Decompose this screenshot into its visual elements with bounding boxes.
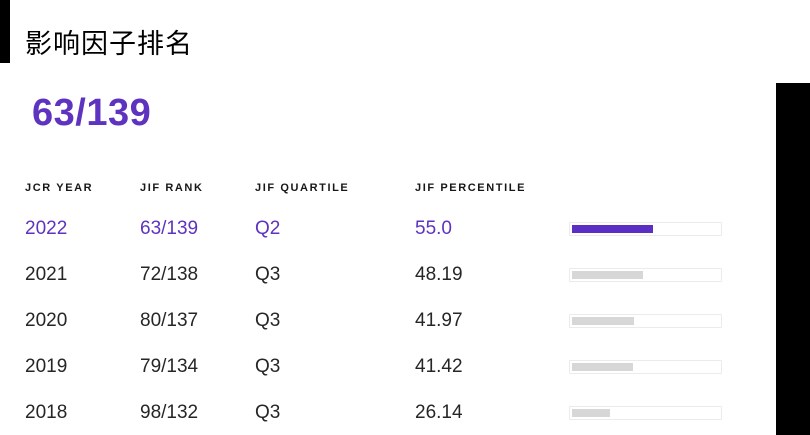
cell-jif-quartile: Q3 — [255, 264, 281, 285]
cell-jif-quartile: Q3 — [255, 402, 281, 423]
percentile-bar-track — [569, 406, 722, 420]
cell-jif-percentile: 48.19 — [415, 264, 463, 285]
percentile-bar-fill — [572, 409, 611, 417]
cell-jif-rank: 72/138 — [140, 264, 199, 285]
percentile-bar-track — [569, 222, 722, 236]
cell-jif-quartile: Q3 — [255, 310, 281, 331]
percentile-bar-cell — [569, 314, 722, 328]
cell-jif-rank: 79/134 — [140, 356, 199, 377]
cell-jcr-year: 2021 — [25, 264, 68, 285]
header-bar-spacer — [569, 182, 722, 206]
cell-jif-rank: 63/139 — [140, 218, 199, 239]
percentile-bar-cell — [569, 406, 722, 420]
percentile-bar-cell — [569, 360, 722, 374]
table-row: 2020 80/137 Q3 41.97 — [25, 298, 725, 344]
header-jcr-year: JCR YEAR — [25, 182, 94, 194]
cell-jif-percentile: 26.14 — [415, 402, 463, 423]
cell-jif-percentile: 41.97 — [415, 310, 463, 331]
cell-jif-quartile: Q3 — [255, 356, 281, 377]
table-row: 2021 72/138 Q3 48.19 — [25, 252, 725, 298]
left-edge-crop-bar — [0, 0, 10, 63]
cell-jcr-year: 2018 — [25, 402, 68, 423]
table-body: 2022 63/139 Q2 55.0 2021 72/138 Q3 48.19 2020 80/… — [25, 206, 725, 435]
header-jif-percentile: JIF PERCENTILE — [415, 182, 527, 194]
cell-jif-quartile: Q2 — [255, 218, 281, 239]
impact-factor-rank-table: JCR YEAR JIF RANK JIF QUARTILE JIF PERCE… — [25, 182, 725, 435]
cell-jif-percentile: 55.0 — [415, 218, 452, 239]
percentile-bar-fill — [572, 271, 643, 279]
percentile-bar-fill — [572, 317, 634, 325]
percentile-bar-track — [569, 360, 722, 374]
header-jif-quartile: JIF QUARTILE — [255, 182, 350, 194]
percentile-bar-track — [569, 268, 722, 282]
percentile-bar-track — [569, 314, 722, 328]
cell-jcr-year: 2019 — [25, 356, 68, 377]
percentile-bar-fill — [572, 225, 653, 233]
percentile-bar-cell — [569, 222, 722, 236]
cell-jcr-year: 2022 — [25, 218, 68, 239]
cell-jcr-year: 2020 — [25, 310, 68, 331]
header-jif-rank: JIF RANK — [140, 182, 204, 194]
panel-title: 影响因子排名 — [25, 29, 193, 59]
right-edge-crop-bar — [776, 83, 810, 435]
current-jif-rank: 63/139 — [32, 92, 152, 134]
table-row: 2019 79/134 Q3 41.42 — [25, 344, 725, 390]
percentile-bar-cell — [569, 268, 722, 282]
table-row: 2018 98/132 Q3 26.14 — [25, 390, 725, 435]
table-header-row: JCR YEAR JIF RANK JIF QUARTILE JIF PERCE… — [25, 182, 725, 206]
table-row: 2022 63/139 Q2 55.0 — [25, 206, 725, 252]
cell-jif-rank: 98/132 — [140, 402, 199, 423]
cell-jif-percentile: 41.42 — [415, 356, 463, 377]
percentile-bar-fill — [572, 363, 633, 371]
cell-jif-rank: 80/137 — [140, 310, 199, 331]
